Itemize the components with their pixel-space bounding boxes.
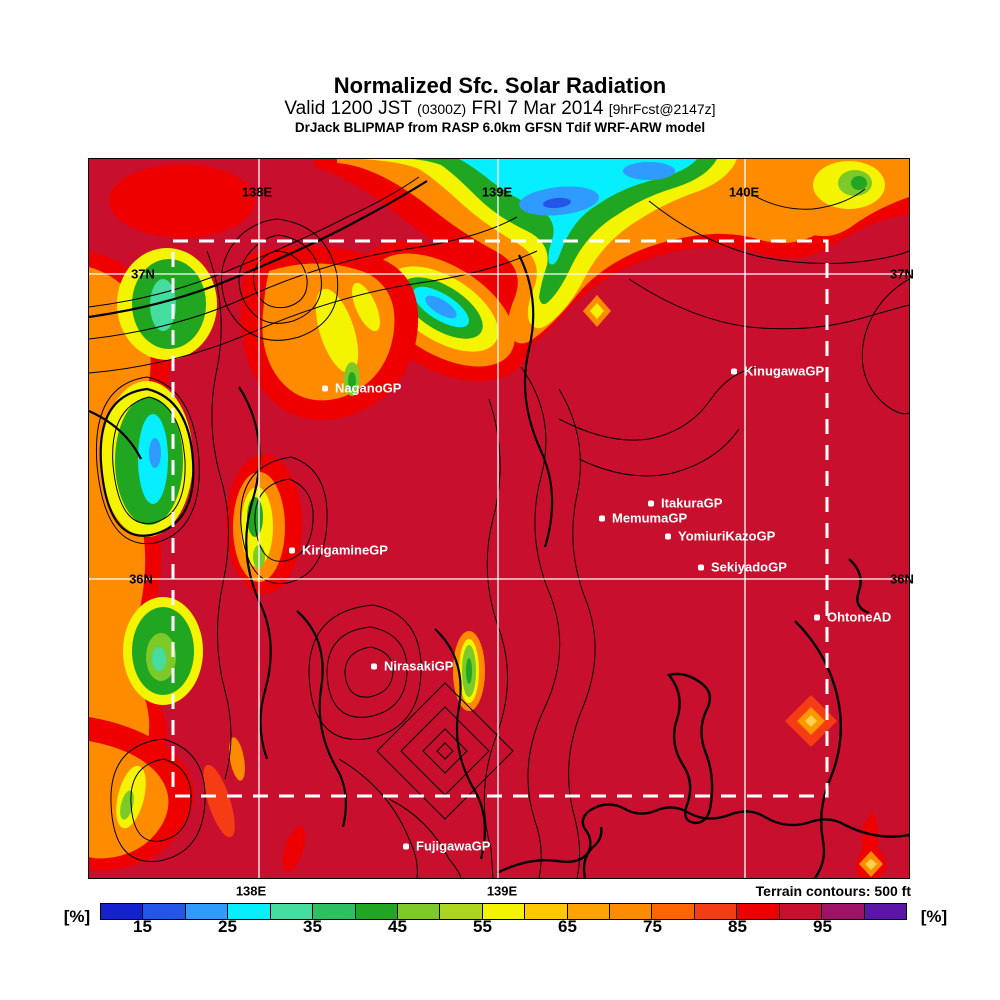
colorbar-tick-95: 95 (813, 917, 832, 936)
colorbar-tick-85: 85 (728, 917, 747, 936)
colorbar-segment (227, 904, 270, 919)
colorbar-segment (693, 904, 737, 919)
terrain-contours (89, 176, 909, 878)
colorbar-segment (609, 904, 652, 919)
colorbar-segment (481, 904, 525, 919)
colorbar-segment (396, 904, 440, 919)
model-domain-box (171, 239, 829, 798)
forecast-tag: [9hrFcst@2147z] (608, 101, 716, 117)
colorbar-unit-right: [%] (920, 907, 948, 926)
colorbar-tick-45: 45 (388, 917, 407, 936)
colorbar-segment (439, 904, 482, 919)
colorbar-segment (312, 904, 355, 919)
colorbar-segment (184, 904, 228, 919)
colorbar-tick-25: 25 (218, 917, 237, 936)
page-title: Normalized Sfc. Solar Radiation (333, 73, 667, 98)
colorbar-segment (566, 904, 610, 919)
valid-prefix: Valid 1200 JST (284, 98, 412, 119)
colorbar-segment (524, 904, 567, 919)
colorbar-segment (101, 904, 143, 919)
model-line: DrJack BLIPMAP from RASP 6.0km GFSN Tdif… (294, 120, 706, 135)
colorbar-tick-75: 75 (643, 917, 662, 936)
title-block: Normalized Sfc. Solar Radiation Valid 12… (0, 74, 1000, 136)
colorbar-segment (269, 904, 313, 919)
coordinate-label-138e: 138E (235, 883, 267, 899)
colorbar-tick-65: 65 (558, 917, 577, 936)
map-canvas (89, 159, 909, 878)
colorbar-segment (821, 904, 864, 919)
valid-date: FRI 7 Mar 2014 (471, 98, 604, 119)
terrain-note: Terrain contours: 500 ft (755, 883, 911, 899)
valid-time-line: Valid 1200 JST (0300Z) FRI 7 Mar 2014 [9… (0, 98, 1000, 120)
colorbar-tick-55: 55 (473, 917, 492, 936)
colorbar-segment (142, 904, 185, 919)
colorbar-unit-left: [%] (63, 907, 91, 926)
colorbar-segment (736, 904, 779, 919)
colorbar-segment (651, 904, 694, 919)
colorbar-tick-15: 15 (133, 917, 152, 936)
coordinate-label-139e: 139E (486, 883, 518, 899)
solar-radiation-map (88, 158, 910, 879)
colorbar (100, 903, 907, 920)
zulu-time: (0300Z) (417, 101, 467, 117)
colorbar-tick-35: 35 (303, 917, 322, 936)
colorbar-segment (863, 904, 907, 919)
graticule (89, 159, 909, 878)
colorbar-segment (778, 904, 822, 919)
colorbar-segment (354, 904, 397, 919)
